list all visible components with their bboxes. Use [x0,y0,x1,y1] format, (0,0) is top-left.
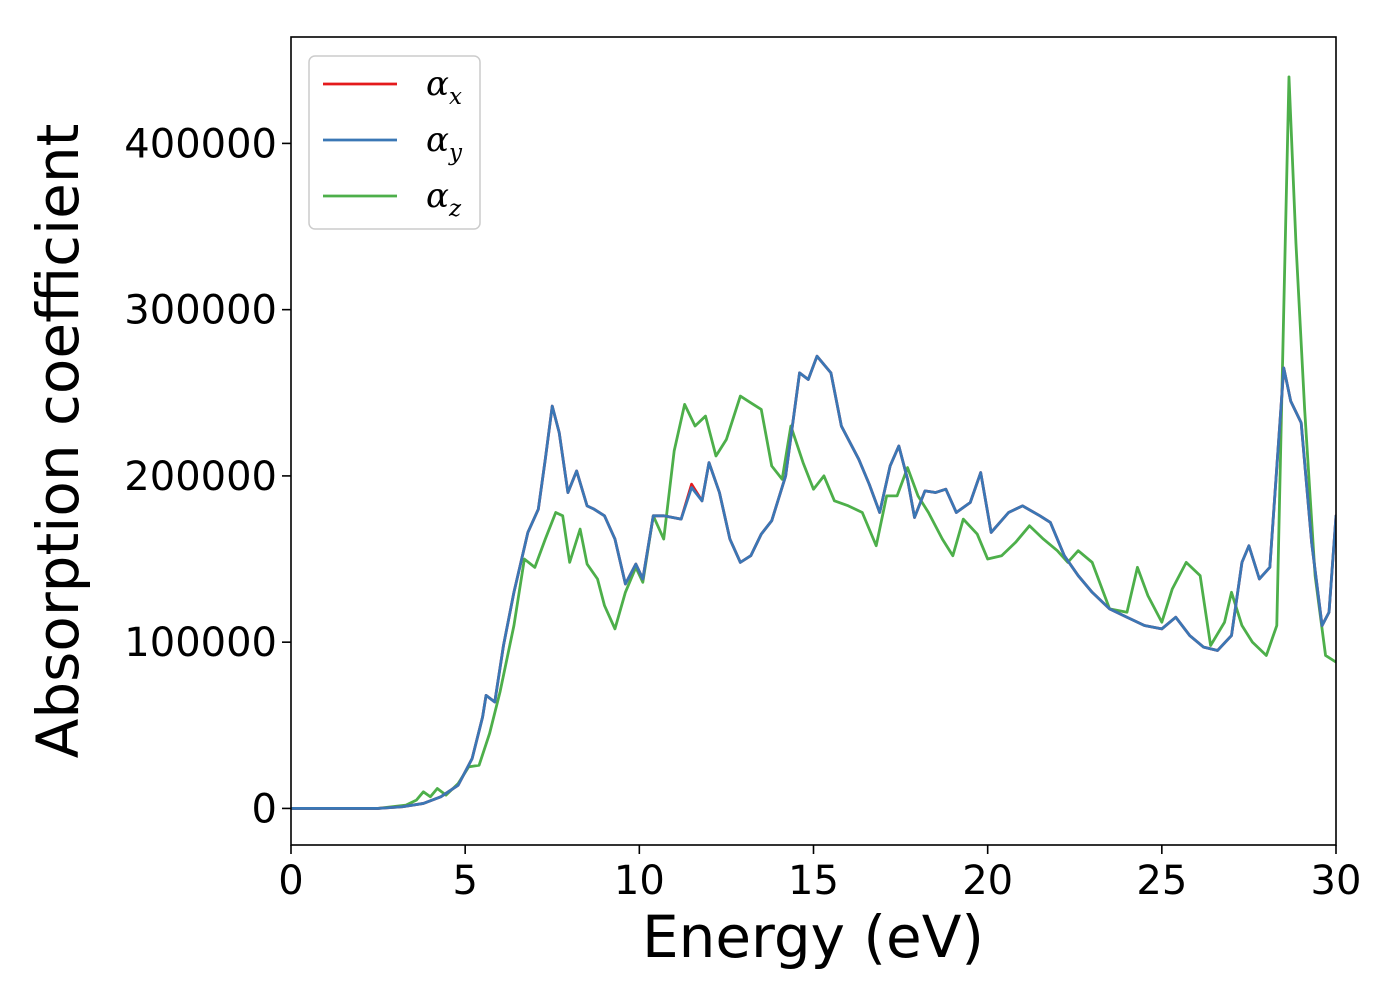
x-axis-label: Energy (eV) [642,903,984,971]
y-tick-label: 0 [252,786,277,832]
legend-label: αx [426,64,462,110]
legend-item-y: αy [323,120,463,166]
legend-items: αx αy αz [323,64,463,222]
y-axis-label: Absorption coefficient [24,124,92,759]
legend-item-x: αx [323,64,462,110]
x-axis-ticks: 0 5 10 15 20 25 30 [278,845,1361,904]
series-line-z [291,75,1336,810]
legend-box [308,55,481,230]
x-tick-label: 15 [788,858,839,904]
x-tick-label: 0 [278,858,303,904]
legend-label: αy [426,120,463,166]
series-layer [291,75,1336,810]
x-tick-label: 20 [962,858,1013,904]
y-axis-ticks: 0 100000 200000 300000 400000 [124,121,291,832]
legend-label: αz [426,176,462,222]
y-tick-label: 100000 [124,620,277,666]
x-tick-label: 5 [452,858,477,904]
series-line-y [291,354,1336,810]
legend: αx αy αz [308,55,481,230]
x-tick-label: 30 [1311,858,1362,904]
y-tick-label: 200000 [124,454,277,500]
y-tick-label: 300000 [124,288,277,334]
plot-frame [290,36,1337,846]
y-tick-label: 400000 [124,121,277,167]
series-line-x [291,354,1336,810]
x-tick-label: 10 [614,858,665,904]
legend-item-z: αz [323,176,462,222]
x-tick-label: 25 [1136,858,1187,904]
